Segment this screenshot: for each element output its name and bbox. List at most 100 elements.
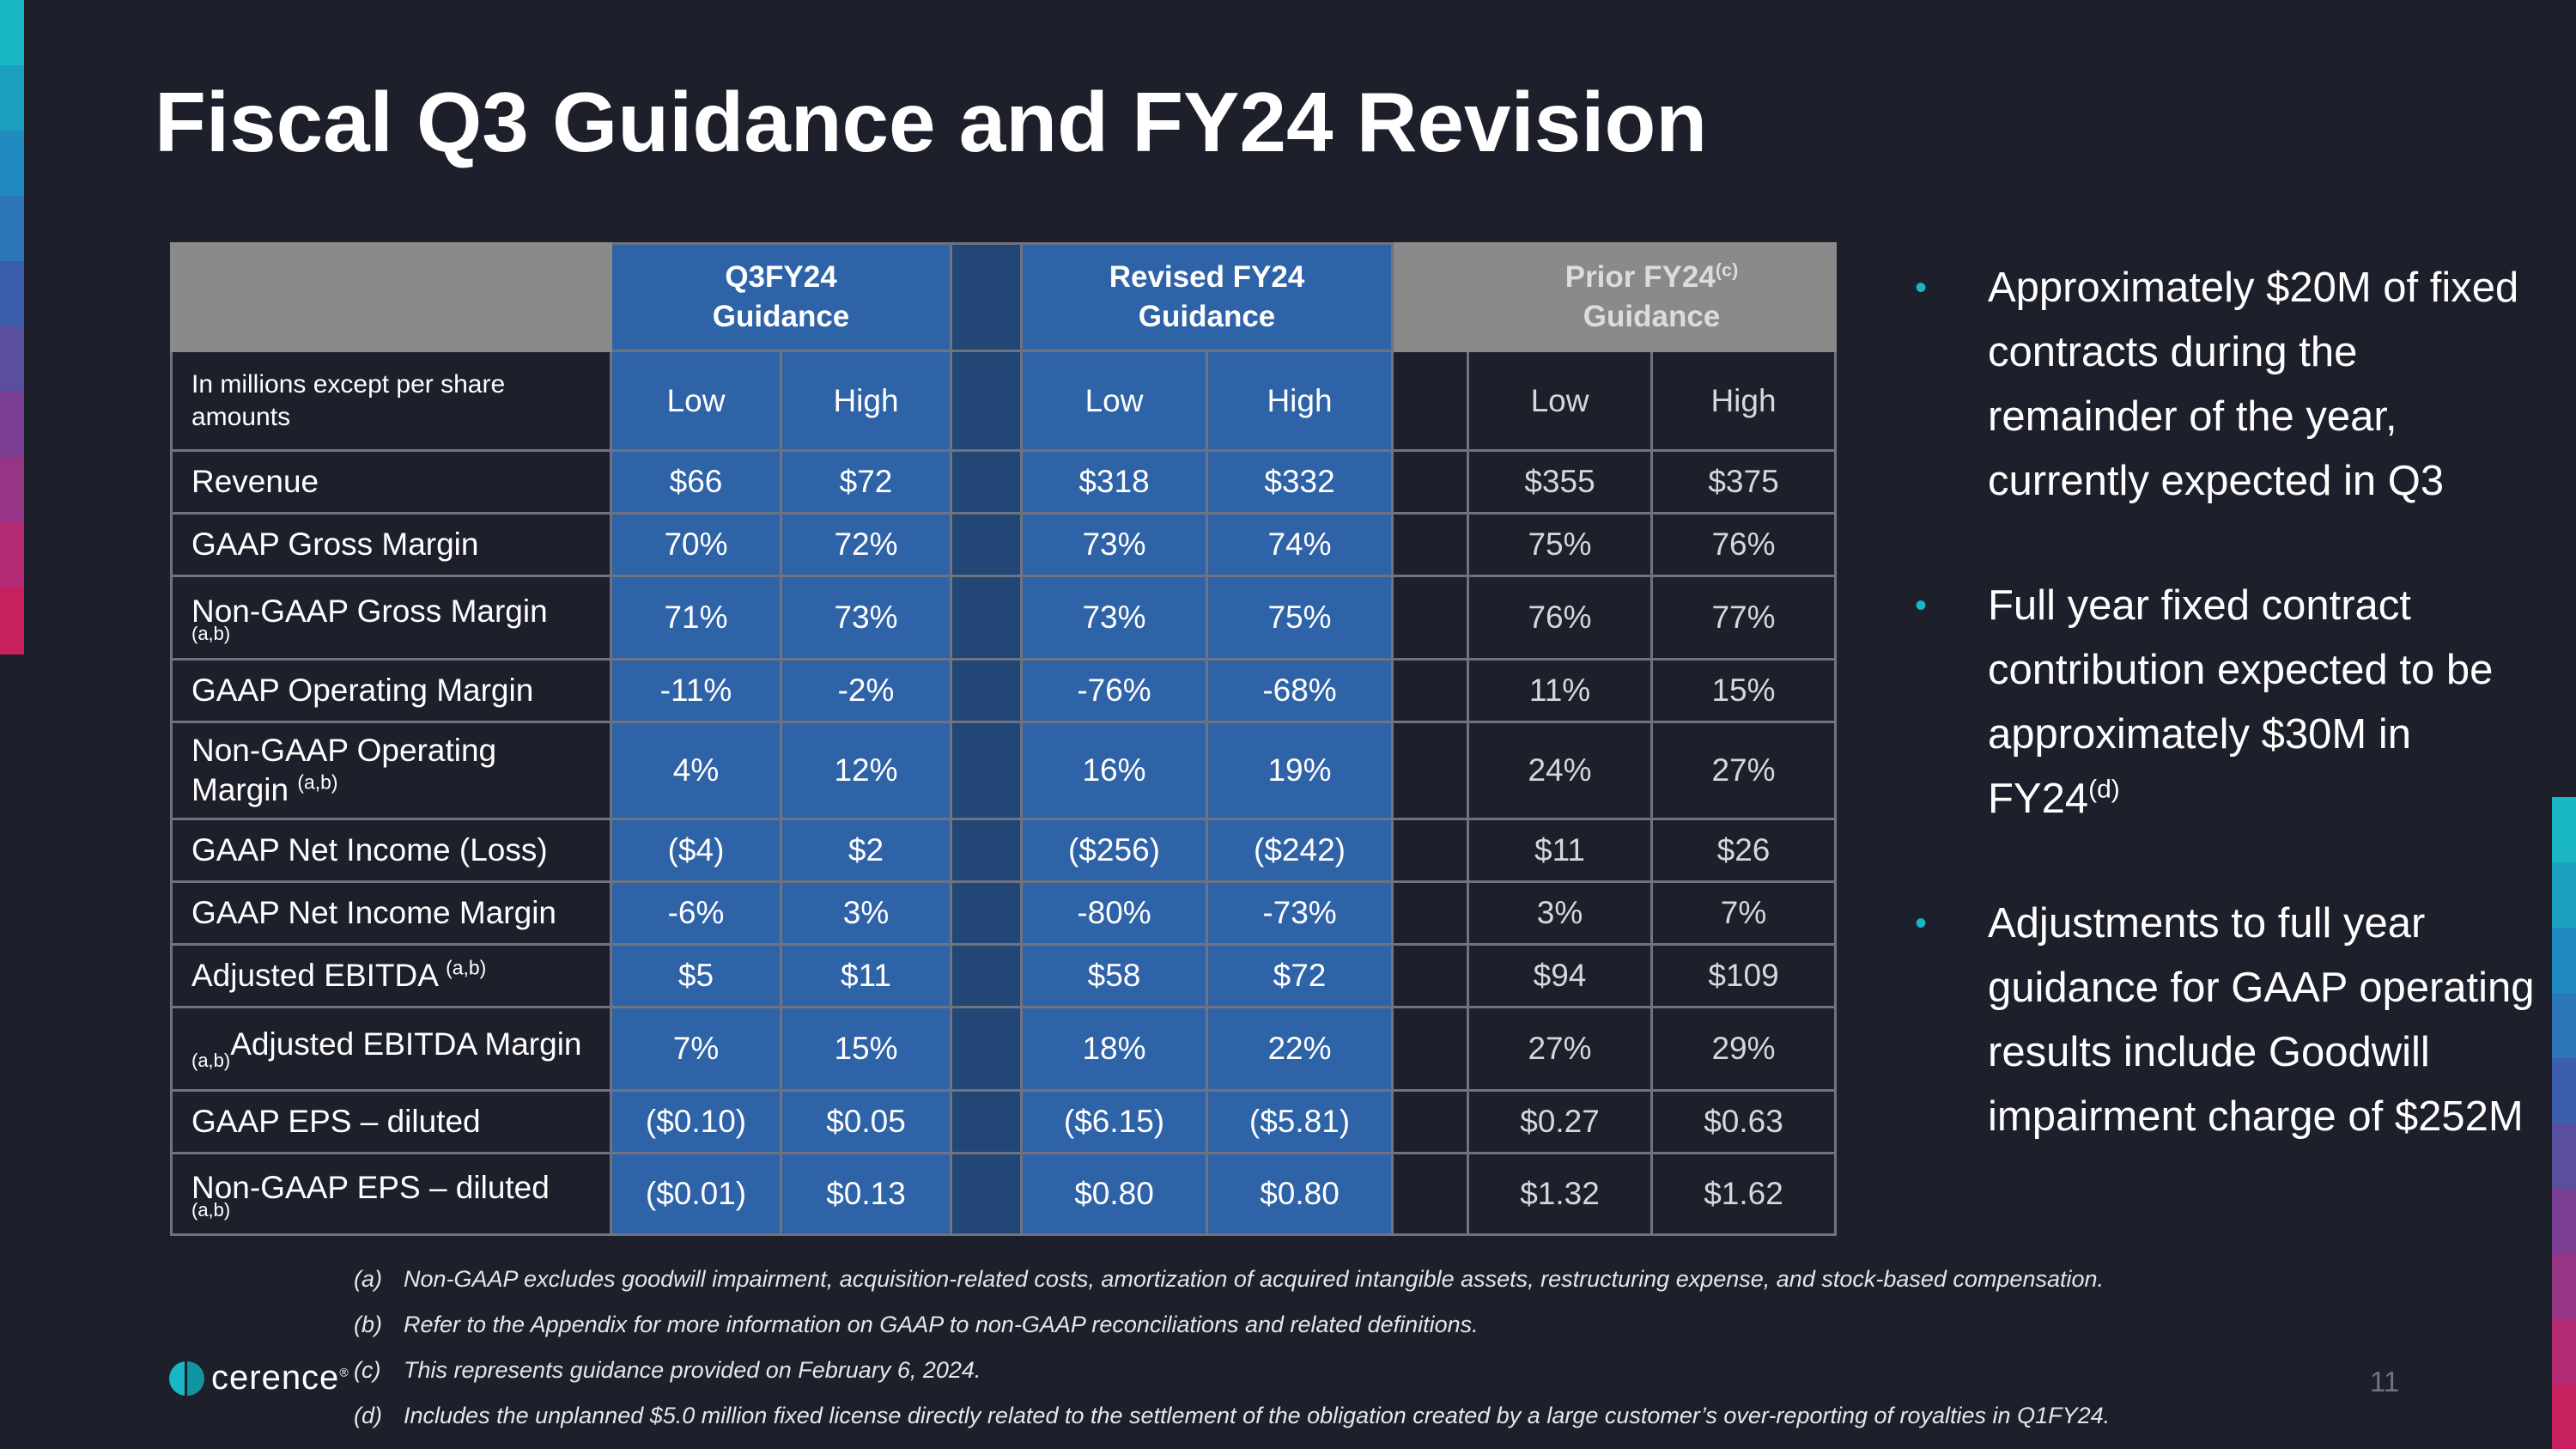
gap-cell-2 bbox=[1391, 512, 1470, 577]
bullet-footnote-ref: (d) bbox=[2088, 775, 2120, 804]
gap-cell bbox=[950, 350, 1024, 452]
prior-guidance-header: Prior FY24(c) Guidance bbox=[1467, 242, 1838, 352]
gap-cell bbox=[950, 818, 1024, 883]
q3-low-cell: ($0.01) bbox=[610, 1152, 782, 1236]
revised-high-header: High bbox=[1206, 350, 1394, 452]
q3-high-cell: 72% bbox=[779, 512, 953, 577]
q3-low-cell: $66 bbox=[610, 449, 782, 514]
bullet-text: Full year fixed contract contribution ex… bbox=[1988, 582, 2494, 822]
row-footnote-ref: (a,b) bbox=[191, 1199, 231, 1221]
revised-high-cell: -68% bbox=[1206, 658, 1394, 723]
prior-low-cell: 76% bbox=[1467, 575, 1654, 661]
q3-low-cell: -11% bbox=[610, 658, 782, 723]
revised-low-cell: 16% bbox=[1020, 721, 1209, 820]
table-row: GAAP Operating Margin -11% -2% -76% -68%… bbox=[170, 658, 1838, 723]
guidance-table-container: Q3FY24 Guidance Revised FY24 Guidance Pr… bbox=[170, 242, 1838, 1236]
row-label-cell: Non-GAAP Gross Margin (a,b) bbox=[170, 575, 612, 661]
gap-cell-2 bbox=[1391, 721, 1470, 820]
q3-high-cell: 73% bbox=[779, 575, 953, 661]
footnote-text: This represents guidance provided on Feb… bbox=[404, 1357, 981, 1383]
gap-cell bbox=[950, 575, 1024, 661]
revised-low-cell: $318 bbox=[1020, 449, 1209, 514]
q3-high-cell: $0.05 bbox=[779, 1089, 953, 1154]
revised-header-line2: Guidance bbox=[1138, 300, 1276, 333]
prior-low-header: Low bbox=[1467, 350, 1654, 452]
footnote-text: Includes the unplanned $5.0 million fixe… bbox=[404, 1403, 2111, 1428]
revised-low-cell: ($256) bbox=[1020, 818, 1209, 883]
left-accent-stripe bbox=[0, 0, 24, 654]
gap-cell-2 bbox=[1391, 1089, 1470, 1154]
prior-high-cell: 77% bbox=[1650, 575, 1838, 661]
gap-cell-2 bbox=[1391, 880, 1470, 946]
revised-high-cell: 75% bbox=[1206, 575, 1394, 661]
q3-high-cell: 12% bbox=[779, 721, 953, 820]
q3-high-cell: $72 bbox=[779, 449, 953, 514]
row-label-cell: Adjusted EBITDA (a,b) bbox=[170, 943, 612, 1008]
revised-high-cell: ($242) bbox=[1206, 818, 1394, 883]
table-row: GAAP Net Income Margin -6% 3% -80% -73% … bbox=[170, 880, 1838, 946]
logo-trademark: ® bbox=[339, 1365, 349, 1379]
prior-high-cell: $1.62 bbox=[1650, 1152, 1838, 1236]
revised-low-cell: 73% bbox=[1020, 512, 1209, 577]
table-row: Non-GAAP EPS – diluted (a,b) ($0.01) $0.… bbox=[170, 1152, 1838, 1236]
row-label: GAAP EPS – diluted bbox=[170, 1089, 612, 1154]
prior-high-cell: $26 bbox=[1650, 818, 1838, 883]
q3-header-line1: Q3FY24 bbox=[725, 260, 837, 294]
footnote: (c) This represents guidance provided on… bbox=[354, 1357, 2110, 1403]
revised-high-cell: 74% bbox=[1206, 512, 1394, 577]
row-label-cell: (a,b)Adjusted EBITDA Margin bbox=[170, 1006, 612, 1092]
bullet-dot-icon: • bbox=[1915, 904, 1928, 942]
q3-low-cell: 7% bbox=[610, 1006, 782, 1092]
header-gap-cell-2 bbox=[1391, 242, 1470, 352]
row-footnote-ref: (a,b) bbox=[191, 1049, 231, 1071]
logo-wordmark: cerence bbox=[211, 1359, 340, 1397]
bullet-dot-icon: • bbox=[1915, 587, 1928, 624]
q3-low-cell: ($0.10) bbox=[610, 1089, 782, 1154]
q3-low-cell: 71% bbox=[610, 575, 782, 661]
table-column-header-row: In millions except per share amounts Low… bbox=[170, 350, 1838, 452]
footnote-text: Non-GAAP excludes goodwill impairment, a… bbox=[404, 1266, 2105, 1292]
gap-cell-2 bbox=[1391, 449, 1470, 514]
table-row: GAAP Net Income (Loss) ($4) $2 ($256) ($… bbox=[170, 818, 1838, 883]
table-row: Adjusted EBITDA (a,b) $5 $11 $58 $72 $94… bbox=[170, 943, 1838, 1008]
footnote-text: Refer to the Appendix for more informati… bbox=[404, 1312, 1479, 1337]
table-row: Revenue $66 $72 $318 $332 $355 $375 bbox=[170, 449, 1838, 514]
q3-high-cell: $2 bbox=[779, 818, 953, 883]
bullet-dot-icon: • bbox=[1915, 269, 1928, 307]
row-label: GAAP Operating Margin bbox=[170, 658, 612, 723]
table-row: GAAP EPS – diluted ($0.10) $0.05 ($6.15)… bbox=[170, 1089, 1838, 1154]
revised-high-cell: ($5.81) bbox=[1206, 1089, 1394, 1154]
revised-low-cell: 18% bbox=[1020, 1006, 1209, 1092]
gap-cell bbox=[950, 1152, 1024, 1236]
gap-cell-2 bbox=[1391, 350, 1470, 452]
revised-high-cell: 22% bbox=[1206, 1006, 1394, 1092]
units-label: In millions except per share amounts bbox=[170, 350, 612, 452]
gap-cell-2 bbox=[1391, 575, 1470, 661]
footnote-marker: (d) bbox=[354, 1403, 382, 1428]
q3-low-cell: -6% bbox=[610, 880, 782, 946]
q3-low-cell: $5 bbox=[610, 943, 782, 1008]
row-label: Adjusted EBITDA Margin bbox=[230, 1026, 582, 1062]
footnote-marker: (a) bbox=[354, 1266, 382, 1292]
prior-high-cell: 29% bbox=[1650, 1006, 1838, 1092]
logo-text: cerence® bbox=[211, 1359, 349, 1397]
prior-low-cell: 11% bbox=[1467, 658, 1654, 723]
cerence-logo-icon bbox=[169, 1360, 204, 1397]
bullet-item: • Full year fixed contract contribution … bbox=[1915, 574, 2550, 831]
gap-cell bbox=[950, 1006, 1024, 1092]
revised-low-cell: $58 bbox=[1020, 943, 1209, 1008]
row-label: GAAP Net Income Margin bbox=[170, 880, 612, 946]
table-group-header-row: Q3FY24 Guidance Revised FY24 Guidance Pr… bbox=[170, 242, 1838, 352]
bullet-text: Adjustments to full year guidance for GA… bbox=[1988, 900, 2535, 1140]
revised-header-line1: Revised FY24 bbox=[1109, 260, 1305, 294]
gap-cell-2 bbox=[1391, 943, 1470, 1008]
gap-cell-2 bbox=[1391, 1152, 1470, 1236]
row-footnote-ref: (a,b) bbox=[446, 956, 487, 979]
bullet-item: • Adjustments to full year guidance for … bbox=[1915, 892, 2550, 1149]
prior-low-cell: 3% bbox=[1467, 880, 1654, 946]
prior-high-cell: 7% bbox=[1650, 880, 1838, 946]
gap-cell bbox=[950, 658, 1024, 723]
page-title: Fiscal Q3 Guidance and FY24 Revision bbox=[155, 75, 1708, 169]
prior-high-cell: 15% bbox=[1650, 658, 1838, 723]
revised-high-cell: -73% bbox=[1206, 880, 1394, 946]
